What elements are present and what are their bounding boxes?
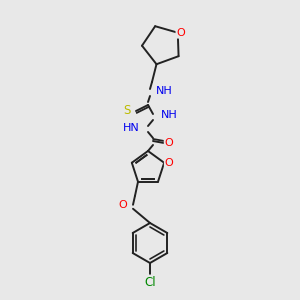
Text: O: O [165, 158, 173, 168]
Text: O: O [165, 138, 173, 148]
Text: NH: NH [156, 86, 173, 96]
Text: O: O [118, 200, 127, 210]
Text: NH: NH [161, 110, 178, 120]
Text: O: O [176, 28, 185, 38]
Text: HN: HN [123, 123, 140, 133]
Text: S: S [124, 104, 131, 118]
Text: Cl: Cl [144, 275, 156, 289]
